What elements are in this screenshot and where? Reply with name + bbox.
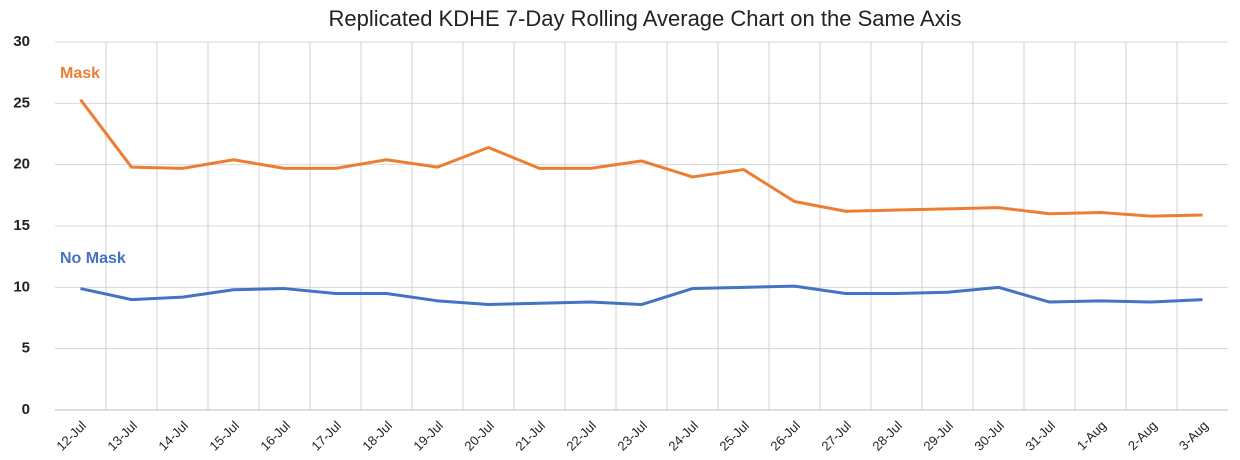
x-tick-label: 18-Jul — [359, 418, 395, 454]
series-label: Mask — [60, 65, 100, 82]
series-line — [79, 98, 1203, 218]
x-tick-label: 26-Jul — [767, 418, 803, 454]
y-tick-label: 25 — [13, 94, 30, 111]
x-tick-label: 15-Jul — [206, 418, 242, 454]
x-tick-label: 31-Jul — [1022, 418, 1058, 454]
x-tick-label: 25-Jul — [716, 418, 752, 454]
x-tick-label: 28-Jul — [869, 418, 905, 454]
y-tick-label: 20 — [13, 156, 30, 173]
x-tick-label: 29-Jul — [920, 418, 956, 454]
x-tick-label: 27-Jul — [818, 418, 854, 454]
chart-title: Replicated KDHE 7-Day Rolling Average Ch… — [328, 6, 961, 31]
y-tick-label: 10 — [13, 278, 30, 295]
x-tick-label: 17-Jul — [308, 418, 344, 454]
x-tick-label: 21-Jul — [512, 418, 548, 454]
x-tick-label: 2-Aug — [1125, 418, 1160, 453]
x-tick-label: 19-Jul — [410, 418, 446, 454]
x-tick-label: 3-Aug — [1176, 418, 1211, 453]
x-tick-label: 14-Jul — [155, 418, 191, 454]
y-tick-label: 0 — [22, 401, 30, 418]
x-tick-label: 20-Jul — [461, 418, 497, 454]
x-tick-label: 22-Jul — [563, 418, 599, 454]
series-line — [80, 284, 1203, 307]
x-tick-label: 30-Jul — [971, 418, 1007, 454]
y-tick-label: 30 — [13, 33, 30, 50]
y-tick-label: 5 — [22, 340, 30, 357]
x-tick-label: 1-Aug — [1074, 418, 1109, 453]
x-tick-label: 16-Jul — [257, 418, 293, 454]
y-tick-label: 15 — [13, 217, 30, 234]
x-tick-label: 24-Jul — [665, 418, 701, 454]
x-tick-label: 23-Jul — [614, 418, 650, 454]
series-label: No Mask — [60, 250, 126, 267]
x-tick-label: 13-Jul — [104, 418, 140, 454]
x-tick-label: 12-Jul — [53, 418, 89, 454]
